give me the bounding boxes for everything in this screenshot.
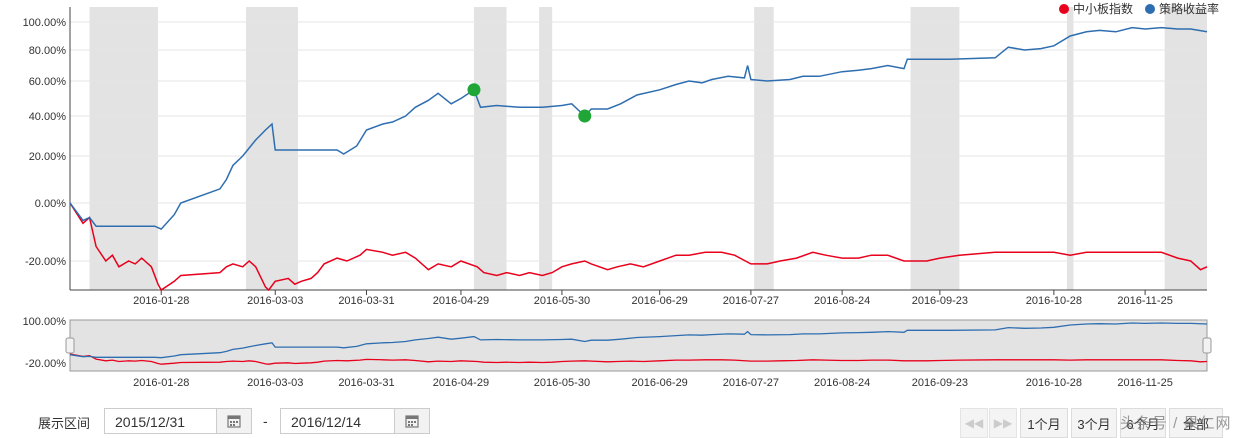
period-6m-button[interactable]: 6个月 [1120, 408, 1166, 438]
period-3m-button[interactable]: 3个月 [1071, 408, 1117, 438]
next-period-button[interactable]: ▶▶ [989, 408, 1017, 438]
y-tick-label-4: 20.00% [29, 151, 67, 163]
y-tick-label-1: 80.00% [29, 45, 67, 57]
date-range-controls: 展示区间 2015/12/31 - 2016/12/14 ◀◀ ▶▶ 1个月 3… [0, 405, 1233, 438]
shaded-period-4 [754, 7, 774, 290]
x-tick-label-0: 2016-01-28 [133, 295, 189, 307]
y-tick-label-6: -20.00% [25, 256, 66, 268]
navigator-x-label-0: 2016-01-28 [133, 377, 189, 389]
shaded-period-6 [1066, 7, 1074, 290]
y-tick-label-0: 100.00% [23, 17, 67, 29]
y-tick-label-3: 40.00% [29, 111, 67, 123]
range-dash: - [263, 413, 268, 429]
x-tick-label-6: 2016-07-27 [723, 295, 779, 307]
shaded-period-7 [1164, 7, 1207, 290]
x-tick-label-3: 2016-04-29 [433, 295, 489, 307]
navigator-series-line-1 [69, 322, 1208, 359]
navigator-x-label-9: 2016-10-28 [1026, 377, 1082, 389]
x-tick-label-2: 2016-03-31 [338, 295, 394, 307]
shaded-period-1 [245, 7, 299, 290]
range-label: 展示区间 [38, 416, 91, 431]
trade-marker-0 [467, 83, 481, 97]
series-line-0 [69, 202, 1208, 292]
legend-label-index: 中小板指数 [1072, 2, 1133, 16]
legend-item-strategy[interactable]: 策略收益率 [1144, 0, 1219, 17]
legend-label-strategy: 策略收益率 [1158, 2, 1219, 16]
x-tick-label-8: 2016-09-23 [912, 295, 968, 307]
shaded-period-2 [473, 7, 507, 290]
x-tick-label-4: 2016-05-30 [534, 295, 590, 307]
start-calendar-icon[interactable] [216, 409, 251, 433]
start-date-value: 2015/12/31 [115, 414, 186, 430]
end-date-value: 2016/12/14 [291, 414, 362, 430]
end-date-input[interactable]: 2016/12/14 [280, 408, 430, 434]
legend-dot-index-icon [1058, 3, 1069, 14]
y-tick-label-2: 60.00% [29, 76, 67, 88]
x-tick-label-9: 2016-10-28 [1026, 295, 1082, 307]
navigator-x-label-1: 2016-03-03 [247, 377, 303, 389]
series-line-1 [69, 26, 1208, 231]
navigator-x-label-4: 2016-05-30 [534, 377, 590, 389]
navigator-x-label-7: 2016-08-24 [814, 377, 870, 389]
navigator-x-label-2: 2016-03-31 [338, 377, 394, 389]
chart-root: 100.00% 80.00% 60.00% 40.00% 20.00% 0.00% -20.… [23, 0, 1219, 389]
x-tick-label-10: 2016-11-25 [1117, 295, 1172, 307]
x-tick-label-7: 2016-08-24 [814, 295, 870, 307]
prev-period-button[interactable]: ◀◀ [960, 408, 988, 438]
end-calendar-icon[interactable] [394, 409, 429, 433]
period-1m-button[interactable]: 1个月 [1020, 408, 1068, 438]
navigator-x-label-6: 2016-07-27 [723, 377, 779, 389]
trade-marker-1 [578, 109, 592, 123]
shaded-period-0 [89, 7, 158, 290]
shaded-period-3 [539, 7, 553, 290]
shaded-period-5 [910, 7, 960, 290]
y-tick-label-5: 0.00% [35, 198, 66, 210]
x-tick-label-5: 2016-06-29 [632, 295, 688, 307]
navigator-y-label-0: 100.00% [23, 316, 67, 328]
watermark: 头条号 / 果仁网 [1120, 415, 1232, 432]
navigator-handle-right[interactable] [1202, 337, 1212, 354]
legend-item-index[interactable]: 中小板指数 [1058, 0, 1133, 17]
navigator-handle-left[interactable] [65, 337, 75, 354]
navigator-x-label-10: 2016-11-25 [1117, 377, 1172, 389]
x-tick-label-1: 2016-03-03 [247, 295, 303, 307]
legend: 中小板指数 策略收益率 [1058, 0, 1219, 17]
navigator-x-label-8: 2016-09-23 [912, 377, 968, 389]
chart-svg: 100.00% 80.00% 60.00% 40.00% 20.00% 0.00% -20.… [23, 7, 1212, 389]
navigator-y-label-1: -20.00% [25, 358, 66, 370]
legend-dot-strategy-icon [1144, 3, 1155, 14]
navigator-x-label-5: 2016-06-29 [632, 377, 688, 389]
navigator-series-line-0 [69, 353, 1208, 365]
start-date-input[interactable]: 2015/12/31 [104, 408, 252, 434]
navigator-x-label-3: 2016-04-29 [433, 377, 489, 389]
